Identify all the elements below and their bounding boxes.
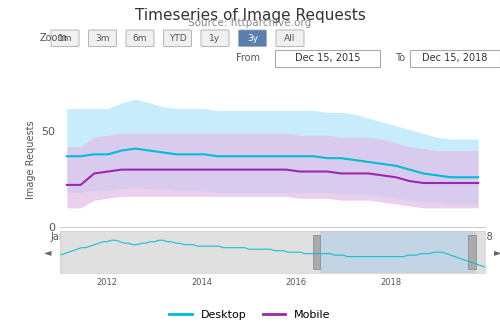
Bar <box>320 231 476 273</box>
Text: Dec 15, 2015: Dec 15, 2015 <box>295 53 360 63</box>
Text: J: J <box>230 246 233 255</box>
Text: From: From <box>236 53 260 63</box>
Text: ◄: ◄ <box>44 247 52 257</box>
Text: ►: ► <box>494 247 500 257</box>
Text: 1y: 1y <box>210 34 220 43</box>
Text: 1m: 1m <box>58 34 72 43</box>
Legend: Desktop, Mobile: Desktop, Mobile <box>165 305 335 324</box>
Text: To: To <box>395 53 405 63</box>
Text: I: I <box>134 246 137 255</box>
Text: L: L <box>311 246 316 255</box>
Text: 3m: 3m <box>96 34 110 43</box>
FancyBboxPatch shape <box>312 235 320 269</box>
FancyBboxPatch shape <box>468 235 475 269</box>
Text: All: All <box>284 34 296 43</box>
Text: K: K <box>296 246 303 255</box>
Text: YTD: YTD <box>168 34 186 43</box>
Text: 6m: 6m <box>133 34 147 43</box>
Text: Dec 15, 2018: Dec 15, 2018 <box>422 53 488 63</box>
Text: 3y: 3y <box>247 34 258 43</box>
Text: Source: httparchive.org: Source: httparchive.org <box>188 18 312 28</box>
Text: Zoom: Zoom <box>40 33 68 43</box>
Y-axis label: Image Requests: Image Requests <box>26 121 36 199</box>
Text: Timeseries of Image Requests: Timeseries of Image Requests <box>134 8 366 23</box>
